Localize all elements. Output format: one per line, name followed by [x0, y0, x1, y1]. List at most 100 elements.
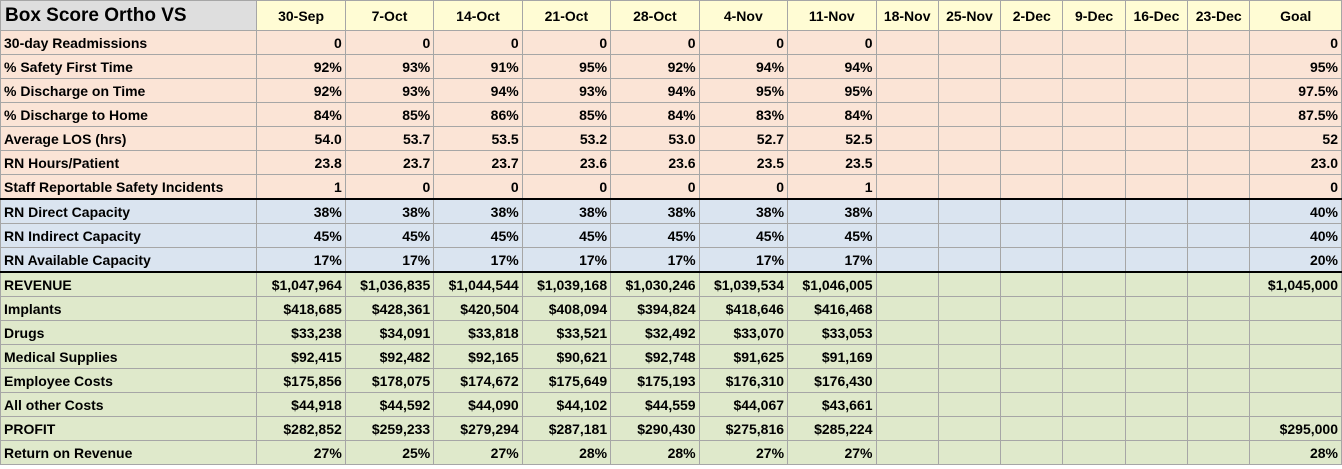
value-cell: [1187, 54, 1251, 79]
goal-cell: $1,045,000: [1249, 271, 1342, 297]
value-cell: [1124, 392, 1189, 417]
table-row: % Discharge on Time 92% 93% 94% 93% 94% 95% 95%…: [0, 78, 1342, 103]
value-cell: $1,030,246: [610, 271, 700, 297]
value-cell: $1,039,534: [698, 271, 789, 297]
column-header: 7-Oct: [344, 0, 435, 31]
value-cell: [937, 198, 1002, 224]
value-cell: 92%: [610, 54, 700, 79]
value-cell: 38%: [610, 198, 700, 224]
value-cell: 94%: [433, 78, 523, 103]
table-title: Box Score Ortho VS: [0, 0, 258, 31]
column-header: 25-Nov: [937, 0, 1002, 31]
value-cell: [937, 320, 1002, 345]
value-cell: 92%: [256, 78, 346, 103]
value-cell: 38%: [521, 198, 612, 224]
value-cell: [1062, 126, 1126, 151]
value-cell: [1124, 54, 1189, 79]
value-cell: [875, 150, 939, 175]
value-cell: [1000, 223, 1064, 248]
value-cell: $33,818: [433, 320, 523, 345]
value-cell: 0: [698, 174, 789, 200]
value-cell: [1062, 368, 1126, 393]
value-cell: [1062, 78, 1126, 103]
value-cell: [1124, 271, 1189, 297]
value-cell: 93%: [521, 78, 612, 103]
header-row: Box Score Ortho VS 30-Sep 7-Oct 14-Oct 2…: [0, 0, 1342, 31]
value-cell: $91,169: [787, 344, 877, 369]
value-cell: [1000, 247, 1064, 273]
value-cell: 0: [433, 174, 523, 200]
value-cell: $92,748: [610, 344, 700, 369]
value-cell: [1000, 102, 1064, 127]
value-cell: [1124, 30, 1189, 55]
value-cell: 45%: [787, 223, 877, 248]
value-cell: 0: [521, 30, 612, 55]
value-cell: $92,482: [344, 344, 435, 369]
value-cell: 0: [344, 30, 435, 55]
value-cell: 93%: [344, 54, 435, 79]
value-cell: $33,070: [698, 320, 789, 345]
value-cell: [1124, 296, 1189, 321]
column-header: 30-Sep: [256, 0, 346, 31]
value-cell: 84%: [610, 102, 700, 127]
value-cell: [1000, 320, 1064, 345]
value-cell: [1062, 150, 1126, 175]
value-cell: [1000, 30, 1064, 55]
value-cell: [875, 174, 939, 200]
value-cell: [1062, 30, 1126, 55]
value-cell: 83%: [698, 102, 789, 127]
column-header: 11-Nov: [787, 0, 877, 31]
value-cell: 28%: [521, 440, 612, 465]
value-cell: 45%: [433, 223, 523, 248]
value-cell: $33,053: [787, 320, 877, 345]
value-cell: 95%: [787, 78, 877, 103]
column-header: 2-Dec: [1000, 0, 1064, 31]
goal-cell: [1249, 320, 1342, 345]
value-cell: 95%: [698, 78, 789, 103]
goal-cell: 40%: [1249, 223, 1342, 248]
value-cell: [875, 198, 939, 224]
goal-cell: 23.0: [1249, 150, 1342, 175]
value-cell: [1187, 150, 1251, 175]
value-cell: [1187, 320, 1251, 345]
value-cell: 94%: [698, 54, 789, 79]
row-label: RN Direct Capacity: [0, 198, 258, 224]
value-cell: 38%: [787, 198, 877, 224]
value-cell: [1124, 174, 1189, 200]
value-cell: 17%: [344, 247, 435, 273]
value-cell: [1187, 271, 1251, 297]
value-cell: [1124, 344, 1189, 369]
row-label: Return on Revenue: [0, 440, 258, 465]
value-cell: 85%: [521, 102, 612, 127]
row-label: Medical Supplies: [0, 344, 258, 369]
value-cell: 52.7: [698, 126, 789, 151]
value-cell: $420,504: [433, 296, 523, 321]
value-cell: [1124, 223, 1189, 248]
value-cell: [937, 344, 1002, 369]
value-cell: 27%: [433, 440, 523, 465]
value-cell: $91,625: [698, 344, 789, 369]
value-cell: [1187, 174, 1251, 200]
value-cell: [1062, 54, 1126, 79]
value-cell: 0: [256, 30, 346, 55]
column-header: 28-Oct: [610, 0, 700, 31]
row-label: % Safety First Time: [0, 54, 258, 79]
value-cell: $1,036,835: [344, 271, 435, 297]
value-cell: [1187, 296, 1251, 321]
value-cell: [937, 174, 1002, 200]
value-cell: 53.7: [344, 126, 435, 151]
value-cell: 91%: [433, 54, 523, 79]
value-cell: $44,102: [521, 392, 612, 417]
row-label: Drugs: [0, 320, 258, 345]
value-cell: $34,091: [344, 320, 435, 345]
value-cell: [1000, 392, 1064, 417]
table-row: Drugs $33,238 $34,091 $33,818 $33,521 $32,492…: [0, 320, 1342, 345]
value-cell: [937, 392, 1002, 417]
value-cell: 0: [610, 174, 700, 200]
value-cell: [875, 392, 939, 417]
value-cell: [1187, 440, 1251, 465]
value-cell: 38%: [344, 198, 435, 224]
value-cell: [875, 223, 939, 248]
value-cell: [875, 54, 939, 79]
